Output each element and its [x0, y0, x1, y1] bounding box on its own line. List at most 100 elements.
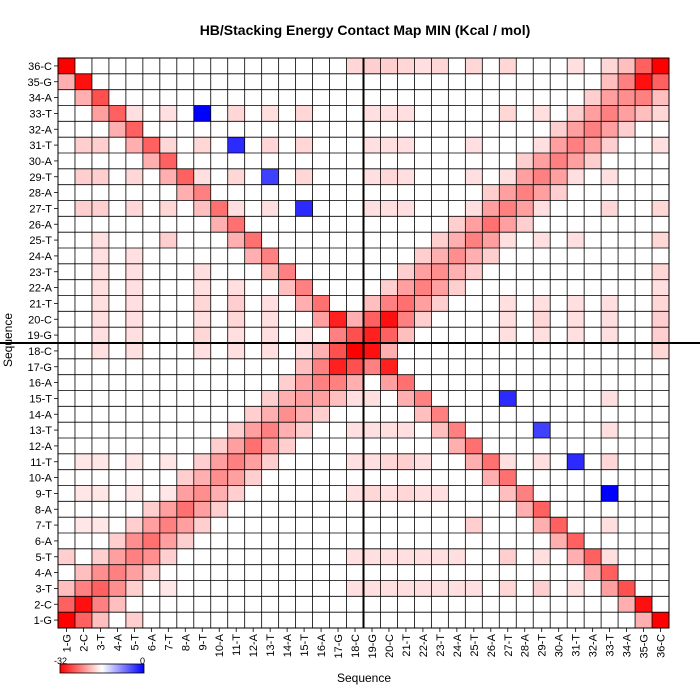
x-tick-label: 32-A: [588, 633, 600, 657]
heatmap-cell: [125, 105, 143, 122]
heatmap-cell: [516, 153, 534, 169]
heatmap-cell: [397, 105, 415, 122]
plot-border: [57, 57, 670, 629]
heatmap-cell: [533, 501, 551, 518]
heatmap-cell: [346, 58, 364, 74]
x-tick-label: 11-T: [231, 634, 243, 656]
heatmap-cell: [125, 279, 143, 296]
y-tick-label: 23-T: [29, 267, 52, 279]
heatmap-cell: [227, 327, 245, 343]
heatmap-cell: [652, 311, 669, 328]
heatmap-cell: [516, 184, 534, 201]
heatmap-cell: [380, 422, 398, 438]
heatmap-cell: [397, 295, 415, 312]
heatmap-cell: [550, 184, 568, 201]
heatmap-cell: [482, 453, 500, 470]
heatmap-cell: [635, 89, 653, 106]
heatmap-cell: [533, 453, 551, 470]
heatmap-cell: [312, 358, 330, 375]
heatmap-cell: [431, 580, 449, 597]
heatmap-cell: [397, 279, 415, 296]
heatmap-cell: [482, 232, 500, 248]
heatmap-cell: [448, 232, 466, 248]
heatmap-cell: [601, 168, 619, 185]
heatmap-cell: [363, 168, 381, 185]
heatmap-cell: [584, 137, 602, 153]
heatmap-cell: [193, 295, 211, 312]
heatmap-cell: [261, 263, 279, 280]
heatmap-cell: [465, 453, 483, 470]
heatmap-cell: [380, 58, 398, 74]
heatmap-cell: [125, 343, 143, 359]
heatmap-cell: [261, 137, 279, 153]
heatmap-cell: [414, 248, 432, 264]
heatmap-cell: [397, 327, 415, 343]
heatmap-cell: [414, 279, 432, 296]
heatmap-cell: [295, 406, 313, 423]
heatmap-cell: [363, 485, 381, 502]
heatmap-cell: [465, 232, 483, 248]
heatmap-cell: [414, 580, 432, 597]
heatmap-cell: [363, 422, 381, 438]
heatmap-cell: [533, 105, 551, 122]
heatmap-cell: [652, 105, 669, 122]
heatmap-cell: [91, 311, 109, 328]
heatmap-cell: [261, 105, 279, 122]
heatmap-cell: [499, 485, 517, 502]
y-tick-label: 17-G: [28, 362, 52, 374]
heatmap-cell: [261, 406, 279, 423]
heatmap-cell: [431, 279, 449, 296]
heatmap-cell: [312, 295, 330, 312]
heatmap-cell: [295, 279, 313, 296]
heatmap-cell: [125, 295, 143, 312]
heatmap-cell: [91, 248, 109, 264]
heatmap-cell: [363, 137, 381, 153]
heatmap-cell: [567, 153, 585, 169]
heatmap-cell: [533, 327, 551, 343]
heatmap-cell: [601, 121, 619, 138]
heatmap-cell: [295, 422, 313, 438]
heatmap-cell: [414, 58, 432, 74]
heatmap-cell: [584, 121, 602, 138]
heatmap-cell: [397, 168, 415, 185]
heatmap-cell: [193, 311, 211, 328]
heatmap-cell: [380, 343, 398, 359]
heatmap-cell: [91, 295, 109, 312]
heatmap-cell: [533, 548, 551, 565]
heatmap-cell: [601, 311, 619, 328]
heatmap-cell: [58, 580, 75, 597]
heatmap-cell: [108, 105, 126, 122]
heatmap-cell: [533, 580, 551, 597]
heatmap-cell: [193, 263, 211, 280]
heatmap-cell: [295, 358, 313, 375]
heatmap-cell: [244, 406, 262, 423]
heatmap-cell: [227, 311, 245, 328]
heatmap-cell: [601, 422, 619, 438]
heatmap-cell: [431, 58, 449, 74]
heatmap-cell: [125, 533, 143, 549]
heatmap-cell: [363, 105, 381, 122]
heatmap-cell: [584, 153, 602, 169]
heatmap-cell: [176, 517, 194, 533]
heatmap-cell: [533, 137, 551, 153]
heatmap-cell: [227, 438, 245, 454]
heatmap-cell: [499, 295, 517, 312]
x-tick-label: 1-G: [61, 634, 73, 652]
y-tick-label: 14-A: [29, 409, 53, 421]
heatmap-cell: [516, 168, 534, 185]
heatmap-cell: [635, 612, 653, 628]
heatmap-cell: [601, 89, 619, 106]
heatmap-cell: [397, 263, 415, 280]
heatmap-cell: [499, 327, 517, 343]
heatmap-cell: [125, 485, 143, 502]
heatmap-cell: [227, 200, 245, 217]
y-axis-tick-labels: 1-G 2-C 3-T 4-A 5-T 6-A 7-T 8-A 9-T 10-A 11-T 12-A 1…: [28, 61, 58, 627]
heatmap-cell: [533, 168, 551, 185]
heatmap-cell: [448, 279, 466, 296]
heatmap-cell: [125, 263, 143, 280]
heatmap-cell: [448, 216, 466, 233]
heatmap-cell: [261, 438, 279, 454]
heatmap-cell: [499, 311, 517, 328]
heatmap-cell: [159, 501, 177, 518]
y-tick-label: 34-A: [29, 93, 53, 105]
